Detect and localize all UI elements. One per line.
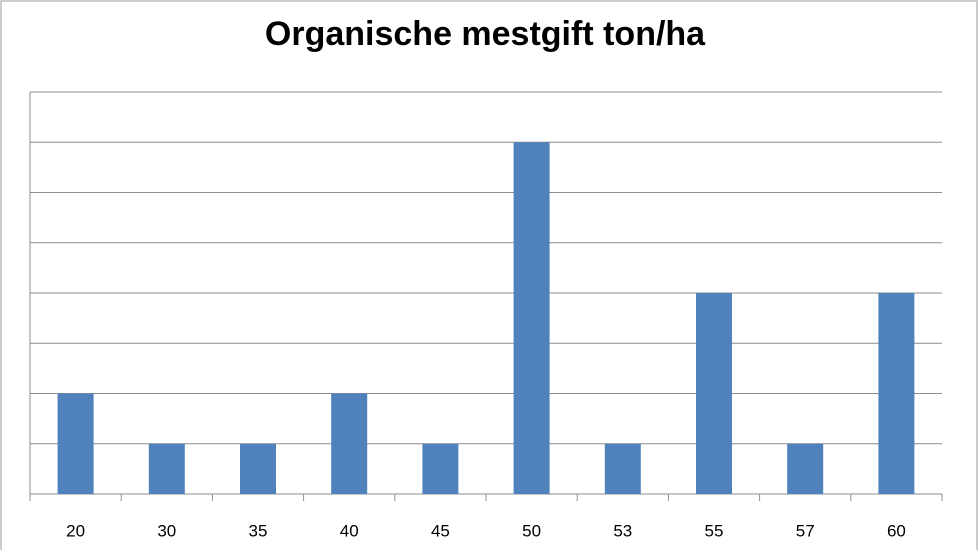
x-tick-label: 55 xyxy=(705,521,724,540)
bar xyxy=(57,393,94,494)
x-tick-label: 57 xyxy=(796,521,815,540)
x-tick-label: 30 xyxy=(157,521,176,540)
bar xyxy=(148,443,185,494)
bar xyxy=(696,293,732,494)
bar xyxy=(513,142,550,494)
x-tick-label: 35 xyxy=(249,521,268,540)
x-tick-label: 45 xyxy=(431,521,450,540)
bar xyxy=(240,443,276,494)
x-tick-label: 50 xyxy=(522,521,541,540)
bar xyxy=(604,443,641,494)
x-tick-label: 40 xyxy=(340,521,359,540)
bar xyxy=(878,293,915,494)
x-tick-label: 60 xyxy=(887,521,906,540)
bar xyxy=(331,393,368,494)
bar xyxy=(422,443,459,494)
chart-title: Organische mestgift ton/ha xyxy=(265,15,706,53)
x-tick-label: 53 xyxy=(613,521,632,540)
bar xyxy=(787,443,824,494)
x-tick-label: 20 xyxy=(66,521,85,540)
